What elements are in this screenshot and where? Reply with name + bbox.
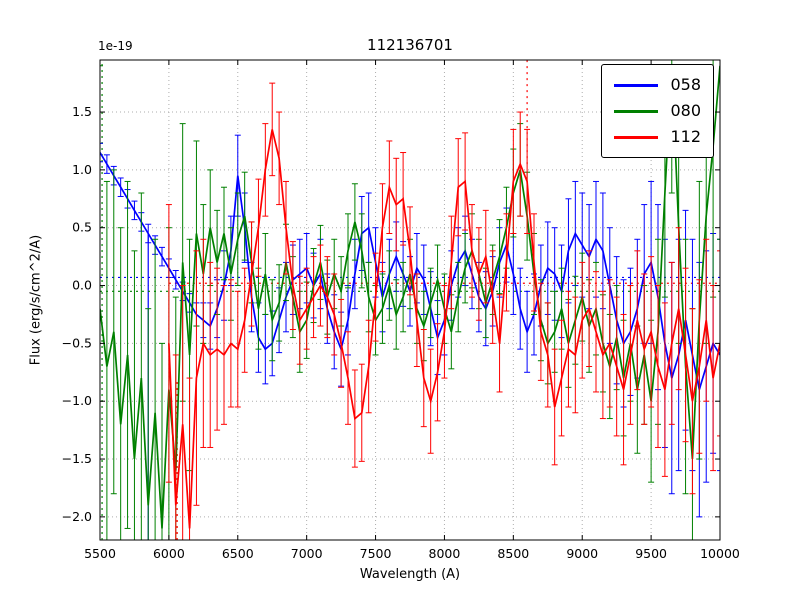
- x-tick-label: 6000: [153, 546, 185, 561]
- legend-line-red: [614, 135, 659, 139]
- y-tick-label: −1.5: [62, 451, 92, 466]
- legend-label: 058: [670, 75, 701, 94]
- y-tick-label: −0.5: [62, 335, 92, 350]
- x-tick-label: 7000: [291, 546, 323, 561]
- y-axis-offset-text: 1e-19: [98, 39, 133, 53]
- x-axis-label: Wavelength (A): [359, 567, 461, 582]
- axes-frame: [99, 59, 721, 541]
- legend-line-green: [614, 109, 659, 113]
- y-tick-label: −2.0: [62, 509, 92, 524]
- legend-entry-058: 058: [612, 72, 703, 98]
- legend-label: 112: [670, 127, 701, 146]
- legend-entry-080: 080: [612, 98, 703, 124]
- ticks: [99, 60, 721, 540]
- series-112: [165, 82, 720, 540]
- x-tick-label: 6500: [222, 546, 254, 561]
- x-tick-label: 10000: [700, 546, 740, 561]
- tick-labels: 5500 6000 6500 7000 7500 8000 8500 9000 9500 1000…: [62, 104, 740, 561]
- legend-line-blue: [614, 83, 659, 87]
- legend: 058 080 112: [601, 64, 714, 158]
- x-tick-label: 9000: [566, 546, 598, 561]
- x-tick-label: 8500: [497, 546, 529, 561]
- x-tick-label: 8000: [429, 546, 461, 561]
- legend-entry-112: 112: [612, 124, 703, 150]
- x-tick-label: 5500: [84, 546, 116, 561]
- line-112: [168, 129, 720, 529]
- x-tick-label: 9500: [635, 546, 667, 561]
- y-tick-label: 0.5: [72, 220, 92, 235]
- y-tick-label: −1.0: [62, 393, 92, 408]
- data-layer: [100, 60, 720, 540]
- plot-title: 112136701: [367, 36, 453, 54]
- y-tick-label: 1.5: [72, 104, 92, 119]
- y-tick-label: 1.0: [72, 162, 92, 177]
- y-axis-label: Flux (erg/s/cm^2/A): [28, 234, 44, 366]
- legend-label: 080: [670, 101, 701, 120]
- y-tick-label: 0.0: [72, 278, 92, 293]
- x-tick-label: 7500: [360, 546, 392, 561]
